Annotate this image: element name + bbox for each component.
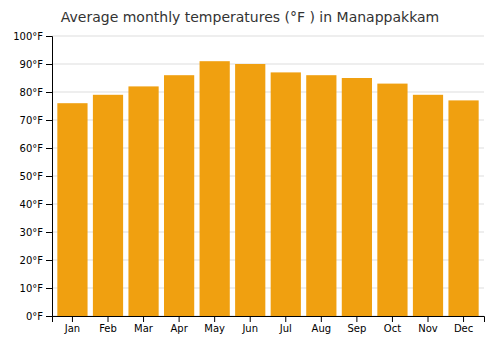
- grid-line: [52, 36, 484, 37]
- tick-mark: [285, 316, 286, 322]
- tick: Apr: [170, 316, 188, 334]
- tick: 80°F: [20, 87, 52, 98]
- tick-label: Jan: [64, 323, 80, 334]
- tick: Aug: [312, 316, 332, 334]
- tick-label: Jul: [279, 323, 292, 334]
- bars: [57, 61, 478, 316]
- tick: Mar: [134, 316, 154, 334]
- tick-label: 90°F: [20, 59, 44, 70]
- tick-label: 70°F: [20, 115, 44, 126]
- tick-label: 80°F: [20, 87, 44, 98]
- grid: [52, 36, 484, 316]
- x-axis: Jan Feb Mar Apr May Jun Jul Aug Sep Oct Nov Dec: [53, 316, 485, 334]
- tick: Sep: [347, 316, 366, 334]
- axis-line: [46, 37, 53, 317]
- tick: 50°F: [20, 171, 52, 182]
- tick-mark: [46, 120, 52, 121]
- tick-label: Apr: [170, 323, 188, 334]
- bar: [128, 86, 158, 316]
- tick: 60°F: [20, 143, 52, 154]
- tick-mark: [46, 148, 52, 149]
- tick-mark: [143, 316, 144, 322]
- tick: Jul: [279, 316, 292, 334]
- tick-label: 20°F: [20, 255, 44, 266]
- tick-mark: [250, 316, 251, 322]
- tick: Dec: [454, 316, 473, 334]
- tick-label: 50°F: [20, 171, 44, 182]
- tick-label: Mar: [134, 323, 154, 334]
- tick: May: [204, 316, 225, 334]
- y-axis: 0°F 10°F 20°F 30°F 40°F 50°F 60°F 70°F 80°F 90°F 1…: [13, 31, 52, 322]
- tick-mark: [321, 316, 322, 322]
- tick-mark: [46, 232, 52, 233]
- bar: [93, 95, 123, 316]
- tick: 70°F: [20, 115, 52, 126]
- tick-label: 60°F: [20, 143, 44, 154]
- bar: [235, 64, 265, 316]
- tick-label: Jun: [241, 323, 258, 334]
- tick-label: Oct: [384, 323, 401, 334]
- tick: 0°F: [26, 311, 52, 322]
- title: Average monthly temperatures (°F ) in Ma…: [61, 9, 440, 25]
- tick: Jun: [241, 316, 258, 334]
- bar: [342, 78, 372, 316]
- bar: [377, 84, 407, 316]
- axis-line: [53, 317, 485, 323]
- tick: 30°F: [20, 227, 52, 238]
- tick-mark: [46, 92, 52, 93]
- tick-mark: [463, 316, 464, 322]
- tick-label: May: [204, 323, 225, 334]
- tick: Oct: [384, 316, 401, 334]
- tick: 100°F: [13, 31, 52, 42]
- bar: [271, 72, 301, 316]
- tick-label: 0°F: [26, 311, 43, 322]
- tick: Jan: [64, 316, 80, 334]
- plot: 0°F 10°F 20°F 30°F 40°F 50°F 60°F 70°F 80°F 90°F 1…: [13, 31, 484, 334]
- tick-mark: [392, 316, 393, 322]
- tick-mark: [179, 316, 180, 322]
- tick: Nov: [418, 316, 438, 334]
- tick-mark: [214, 316, 215, 322]
- tick-mark: [46, 316, 52, 317]
- tick-mark: [46, 288, 52, 289]
- tick: 20°F: [20, 255, 52, 266]
- tick: 10°F: [20, 283, 52, 294]
- tick-label: Aug: [312, 323, 332, 334]
- tick-label: 30°F: [20, 227, 44, 238]
- bar: [306, 75, 336, 316]
- tick-label: Feb: [99, 323, 117, 334]
- tick-mark: [356, 316, 357, 322]
- tick-mark: [46, 36, 52, 37]
- tick-label: 100°F: [13, 31, 43, 42]
- grid-line: [52, 64, 484, 65]
- tick-mark: [72, 316, 73, 322]
- tick-mark: [46, 260, 52, 261]
- tick-label: 40°F: [20, 199, 44, 210]
- tick-label: Nov: [418, 323, 438, 334]
- tick-mark: [428, 316, 429, 322]
- grid-line: [52, 92, 484, 93]
- tick-label: Dec: [454, 323, 473, 334]
- bar: [164, 75, 194, 316]
- tick: 40°F: [20, 199, 52, 210]
- bar: [448, 100, 478, 316]
- tick-mark: [46, 176, 52, 177]
- bar: [200, 61, 230, 316]
- tick-label: Sep: [347, 323, 366, 334]
- tick-mark: [108, 316, 109, 322]
- bar: [57, 103, 87, 316]
- chart: 0°F 10°F 20°F 30°F 40°F 50°F 60°F 70°F 80°F 90°F 1…: [0, 0, 500, 350]
- bar: [413, 95, 443, 316]
- tick-label: 10°F: [20, 283, 44, 294]
- tick-mark: [46, 64, 52, 65]
- tick: 90°F: [20, 59, 52, 70]
- tick: Feb: [99, 316, 117, 334]
- tick-mark: [46, 204, 52, 205]
